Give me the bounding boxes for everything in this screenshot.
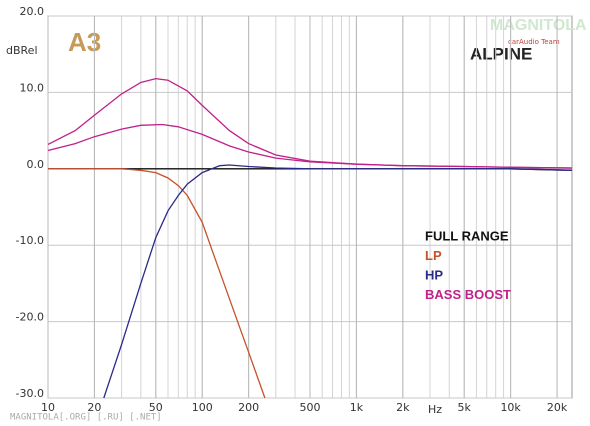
x-axis-label: Hz bbox=[428, 403, 442, 416]
x-tick-label: 20 bbox=[87, 401, 101, 414]
y-tick-label: 10.0 bbox=[20, 81, 45, 94]
logo-sub: carAudio Team bbox=[508, 38, 560, 46]
y-tick-label: 20.0 bbox=[20, 5, 45, 18]
legend-entry: FULL RANGE bbox=[425, 228, 509, 243]
y-tick-label: 0.0 bbox=[27, 158, 45, 171]
x-tick-label: 100 bbox=[192, 401, 213, 414]
x-tick-label: 50 bbox=[149, 401, 163, 414]
y-tick-label: -10.0 bbox=[16, 234, 44, 247]
legend-entry: LP bbox=[425, 248, 442, 263]
x-tick-label: 10k bbox=[500, 401, 521, 414]
y-tick-label: -20.0 bbox=[16, 311, 44, 324]
brand: ALPINE bbox=[470, 44, 532, 63]
series-line bbox=[47, 123, 573, 169]
x-tick-label: 5k bbox=[458, 401, 472, 414]
series-line bbox=[103, 164, 573, 399]
x-tick-label: 2k bbox=[396, 401, 410, 414]
legend-entry: HP bbox=[425, 267, 443, 282]
y-axis-label: dBRel bbox=[6, 44, 38, 57]
x-tick-label: 500 bbox=[300, 401, 321, 414]
series-line bbox=[48, 168, 266, 399]
x-tick-label: 200 bbox=[238, 401, 259, 414]
footer: MAGNITOLA[.ORG] [.RU] [.NET] bbox=[10, 413, 162, 423]
badge: A3 bbox=[68, 27, 101, 57]
y-tick-label: -30.0 bbox=[16, 387, 44, 400]
logo: MAGNITOLA bbox=[490, 17, 587, 34]
x-tick-label: 20k bbox=[547, 401, 568, 414]
x-tick-label: 10 bbox=[41, 401, 55, 414]
legend-entry: BASS BOOST bbox=[425, 287, 511, 302]
x-tick-label: 1k bbox=[350, 401, 364, 414]
